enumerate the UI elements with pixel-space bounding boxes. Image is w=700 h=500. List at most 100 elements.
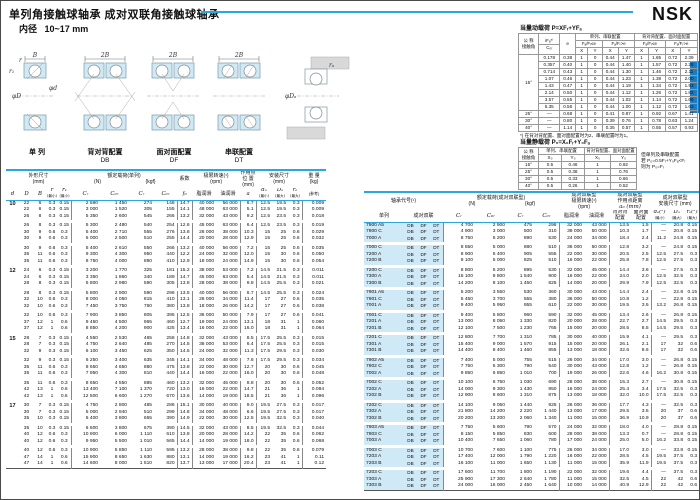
cell: 286 [166,403,175,409]
cell: DF [417,415,430,423]
cell: 30 000 [558,290,585,297]
cell: 1.2 [641,364,649,370]
cell: 485 [143,403,153,409]
cell: 0 [587,75,603,83]
cell: 21 800 [442,409,475,416]
cell: 2 450 [519,483,532,489]
cell: 9.8 [239,281,257,288]
cell: 0.052 [301,380,327,388]
cell: 30 000 [558,364,585,371]
cell: 27.5 [673,267,684,273]
cell: 22 000 [558,251,585,259]
cell: 1 110 [140,432,153,438]
cell: 1 [634,54,649,62]
cell: 0.3 [60,252,68,258]
cell: 5 800 [70,281,101,288]
cell: 1 [575,54,589,62]
cell: 10 900 [70,448,101,455]
cell: 0 [587,103,603,111]
cell: DB [404,258,417,265]
cell: 14.5 [176,425,193,433]
cell: 11 [37,258,43,264]
cell: 25.0 [608,438,632,445]
cell: 15.3 [608,380,632,387]
cell: 14 000 [191,454,217,462]
cell: 0.6 [60,454,68,460]
cell: 950 [143,252,153,258]
cell: 2.00 [680,75,698,83]
cell: 950 [548,386,557,392]
cell: 0.3 [292,416,300,422]
table-row: 7301 A DB DF DT 15 400 9 000 1 570 915 15 000 20 … [364,341,699,349]
cell: 0.015 [301,342,327,349]
cell: 24 000 [591,438,607,444]
cell: 9 450 [70,319,101,327]
cell: 0.6 [690,476,698,482]
cell: 2 710 [114,229,128,235]
cell: 42 [677,483,684,489]
cell: 880 [143,364,153,370]
cell: 1 640 [544,483,557,489]
cell: 20 000 [591,341,607,347]
cell: 0.15 [687,290,698,296]
cell: DB [404,245,417,252]
cell: 1 [296,461,300,467]
cell: 0.041 [301,313,327,320]
cell: 0.33 [561,175,585,183]
cell: — [538,124,561,132]
cell: 7001 C [364,312,404,320]
col-ifa-c0r: iFₐ*⁾ C₀ᵣ [538,33,561,55]
col-contact-angle: 公 称接触角 [518,147,539,162]
cell: 1.41 [680,110,698,118]
cell: 410 [166,297,175,303]
cell: 0.6 [292,258,300,264]
cell: 38 000 [591,380,607,386]
cell: 2.5 [641,251,649,257]
cell: 1.14 [647,96,666,104]
cell: 460 [166,319,175,325]
cell: 36 000 [191,313,217,320]
cell: 34 000 [191,358,217,365]
cell: 63 000 [222,223,238,229]
cell: 6 850 [492,370,505,376]
cell: DF [417,303,430,310]
cell: 0.3 [48,290,56,296]
cell: 1.7 [641,229,649,235]
table-row: 40 12 0.6 0.3 10 900 6 000 1 110 610 13.8 20 000 2… [6,432,327,439]
cell: 1.14 [559,124,577,132]
cell: 345 [166,358,175,364]
row-gap [6,242,327,246]
cell: 48 000 [191,207,217,214]
cell: 32 000 [558,222,585,230]
table-row: 47 14 1 0.6 15 900 8 650 1 630 880 13.1 14 000 19 … [6,454,327,462]
cell: 0.6 [48,245,56,251]
cell: 6.7 [239,200,257,208]
cell: 10.3 [608,229,632,236]
cell: 1 450 [114,200,128,206]
table-row: 37 12 1 0.6 8 850 4 200 900 425 13.4 16 000 22 000… [6,326,327,333]
cell: 1.38 [647,75,666,83]
cell: 8 150 [442,431,475,439]
cell: 1 [634,96,649,104]
cell: 0.15 [687,222,698,228]
cell: DB [404,290,417,297]
cell: 0.011 [301,268,327,275]
cell: 45 000 [222,380,238,386]
cell: DF [417,438,430,445]
cell: 1 [575,103,589,111]
cell: 56 000 [222,245,238,251]
cell: 540 [143,223,153,229]
cell: 7300 B [364,280,404,288]
cell: 15 [255,245,273,253]
cell: 16 100 [442,460,475,468]
col-ra2: rₐ(²) (最大) [685,210,699,223]
cell: 24 [23,268,30,274]
cell: 43 000 [222,213,238,219]
cell: 27.5 [276,409,287,415]
cell: 0.44 [601,96,619,104]
cell: 1 370 [139,387,153,393]
table-row: 30° —0.80 1 0 0.39 0.76 1 0.78 0.63 1.24 [517,117,698,125]
cell: DB [404,454,417,461]
cell: DB [404,222,417,230]
row-gap [364,354,699,358]
